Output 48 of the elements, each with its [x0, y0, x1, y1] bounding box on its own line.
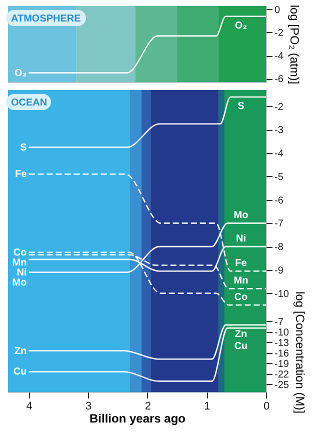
text: Mo	[12, 277, 27, 288]
y-tick-label: -13	[274, 338, 290, 349]
y-tick-label: -19	[274, 358, 290, 370]
x-axis-title: Billion years ago	[89, 412, 186, 426]
y-tick-label: -22	[274, 369, 290, 380]
y-axis-title: log [PO₂ (atm)]	[287, 4, 302, 84]
y-tick-label: -8	[274, 242, 284, 254]
x-tick-label: 1	[204, 400, 210, 412]
y-tick-label: -4	[274, 51, 284, 62]
series-label: S	[20, 142, 28, 154]
x-tick-label: 2	[144, 400, 151, 412]
text: Ni	[16, 267, 27, 278]
y-tick-label: -7	[274, 316, 284, 328]
y-tick-label: -6	[274, 195, 284, 206]
x-tick-label: 3	[86, 400, 92, 412]
text: O₂	[234, 20, 248, 32]
y-tick-label: -25	[274, 380, 290, 391]
series-label: Ni	[236, 234, 246, 245]
series-label: O₂	[14, 68, 27, 79]
annotation: OCEAN	[11, 98, 48, 108]
text: Fe	[15, 169, 27, 180]
y-tick-label: -16	[274, 348, 290, 360]
y-tick-label: -2	[274, 28, 284, 39]
x-tick-label: 4	[26, 400, 32, 412]
y-tick-label: -7	[274, 218, 284, 230]
y-tick-label: -5	[274, 172, 284, 183]
series-label: Fe	[235, 258, 248, 270]
text: Mn	[12, 257, 27, 268]
text: Cu	[234, 340, 248, 352]
annotation: ATMOSPHERE	[11, 14, 82, 24]
series-label: Mo	[234, 210, 248, 222]
y-axis-title: log [Concentration (M)]	[292, 291, 307, 414]
y-tick-label: 0	[274, 4, 280, 16]
series-label: Zn	[14, 346, 27, 357]
y-tick-label: -10	[274, 327, 290, 338]
text: Co	[13, 247, 27, 258]
series-label: Cu	[13, 366, 27, 378]
y-tick-label: -4	[274, 148, 284, 160]
y-tick-label: -3	[274, 125, 284, 136]
series-label: Mn	[234, 276, 248, 287]
series-label: Co	[234, 292, 248, 303]
text: S	[238, 101, 244, 112]
y-tick-label: -6	[274, 74, 284, 86]
y-tick-label: -10	[274, 288, 290, 300]
text: Zn	[234, 328, 248, 340]
x-tick-label: 0	[263, 400, 270, 412]
y-tick-label: -9	[274, 265, 284, 276]
y-tick-label: -2	[274, 102, 284, 113]
